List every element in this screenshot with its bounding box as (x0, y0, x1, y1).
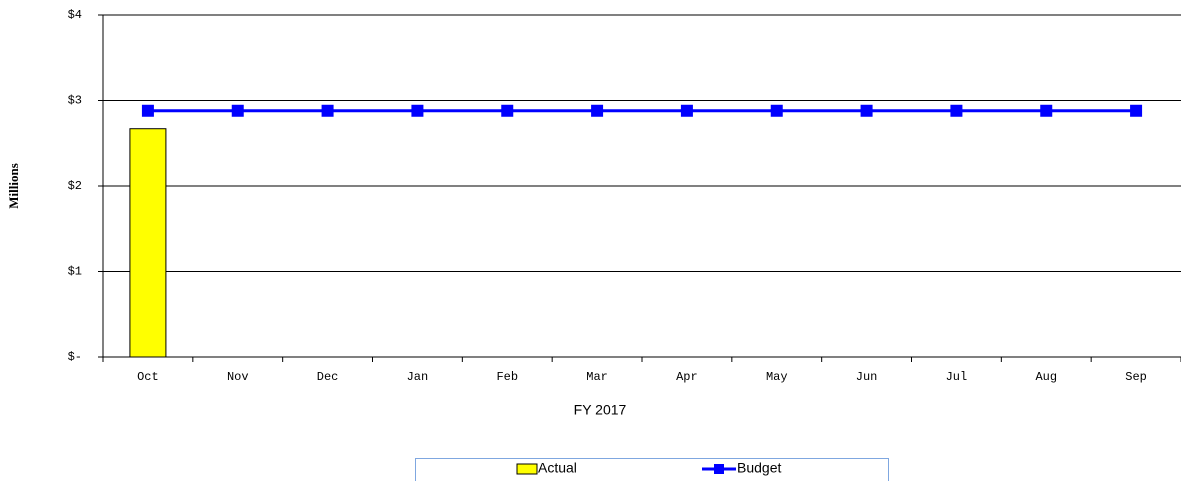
y-tick-label: $1 (68, 265, 82, 279)
x-tick-label: Jun (856, 370, 878, 384)
x-tick-label: Apr (676, 370, 698, 384)
x-tick-label: Jul (946, 370, 968, 384)
x-tick-label: May (766, 370, 788, 384)
marker (680, 104, 693, 117)
marker (860, 104, 873, 117)
x-tick-label: Nov (227, 370, 249, 384)
x-tick-label: Oct (137, 370, 159, 384)
y-tick-label: $- (68, 350, 82, 364)
x-tick-label: Jan (407, 370, 429, 384)
legend-swatch (714, 464, 724, 474)
bar (129, 128, 167, 358)
legend-label: Actual (538, 460, 577, 476)
marker (141, 104, 154, 117)
x-tick-label: Dec (317, 370, 339, 384)
legend-swatch (516, 463, 538, 475)
x-tick-label: Feb (496, 370, 518, 384)
marker (231, 104, 244, 117)
marker (591, 104, 604, 117)
marker (770, 104, 783, 117)
y-tick-label: $2 (68, 179, 82, 193)
marker (950, 104, 963, 117)
marker (1130, 104, 1143, 117)
x-axis-label: FY 2017 (574, 402, 627, 418)
x-tick-label: Mar (586, 370, 608, 384)
x-tick-label: Aug (1035, 370, 1057, 384)
marker (321, 104, 334, 117)
y-tick-label: $3 (68, 94, 82, 108)
y-axis-label: Millions (6, 163, 21, 209)
x-tick-label: Sep (1125, 370, 1147, 384)
marker (1040, 104, 1053, 117)
legend-box (415, 458, 889, 481)
legend-label: Budget (737, 460, 781, 476)
marker (501, 104, 514, 117)
y-tick-label: $4 (68, 8, 82, 22)
marker (411, 104, 424, 117)
